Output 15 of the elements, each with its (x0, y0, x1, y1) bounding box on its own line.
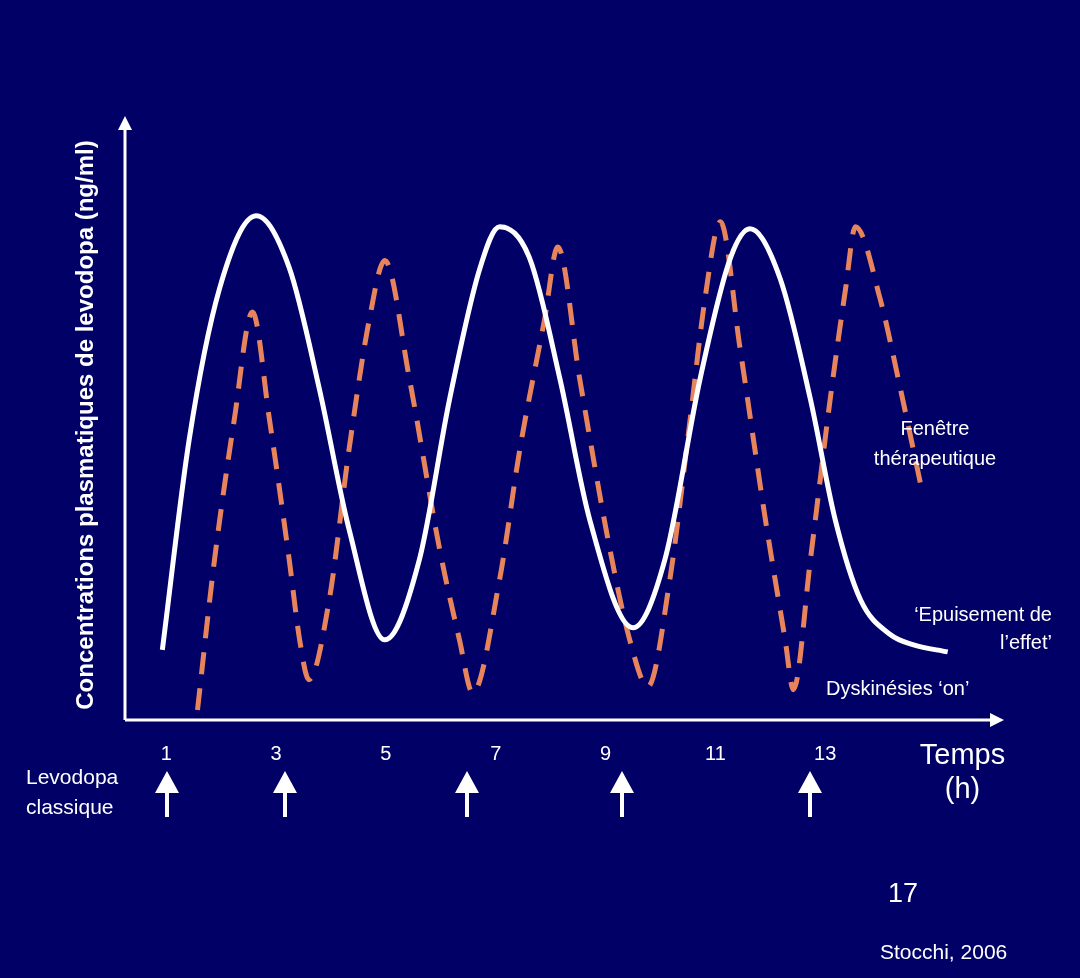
text: Stocchi, 2006 (880, 940, 1008, 964)
text: Levodopa classique (26, 764, 120, 820)
annotation: Dyskinésies ‘on’ (826, 677, 970, 700)
y-axis-title: Concentrations plasmatiques de levodopa (ng/ml) (71, 140, 99, 710)
x-tick-label: 13 (814, 741, 837, 764)
annotation: ‘Epuisement de l’effet’ (913, 602, 1052, 655)
x-tick-label: 9 (599, 741, 612, 764)
x-tick-label: 5 (380, 741, 392, 764)
x-tick-label: 3 (270, 741, 282, 764)
x-tick-label: 11 (705, 741, 726, 764)
text: 17 (888, 878, 919, 909)
x-tick-label: 7 (490, 741, 502, 764)
annotation: Fenêtre thérapeutique (872, 416, 998, 471)
x-tick-label: 1 (160, 741, 172, 764)
x-axis-title: Temps (h) (918, 737, 1007, 805)
